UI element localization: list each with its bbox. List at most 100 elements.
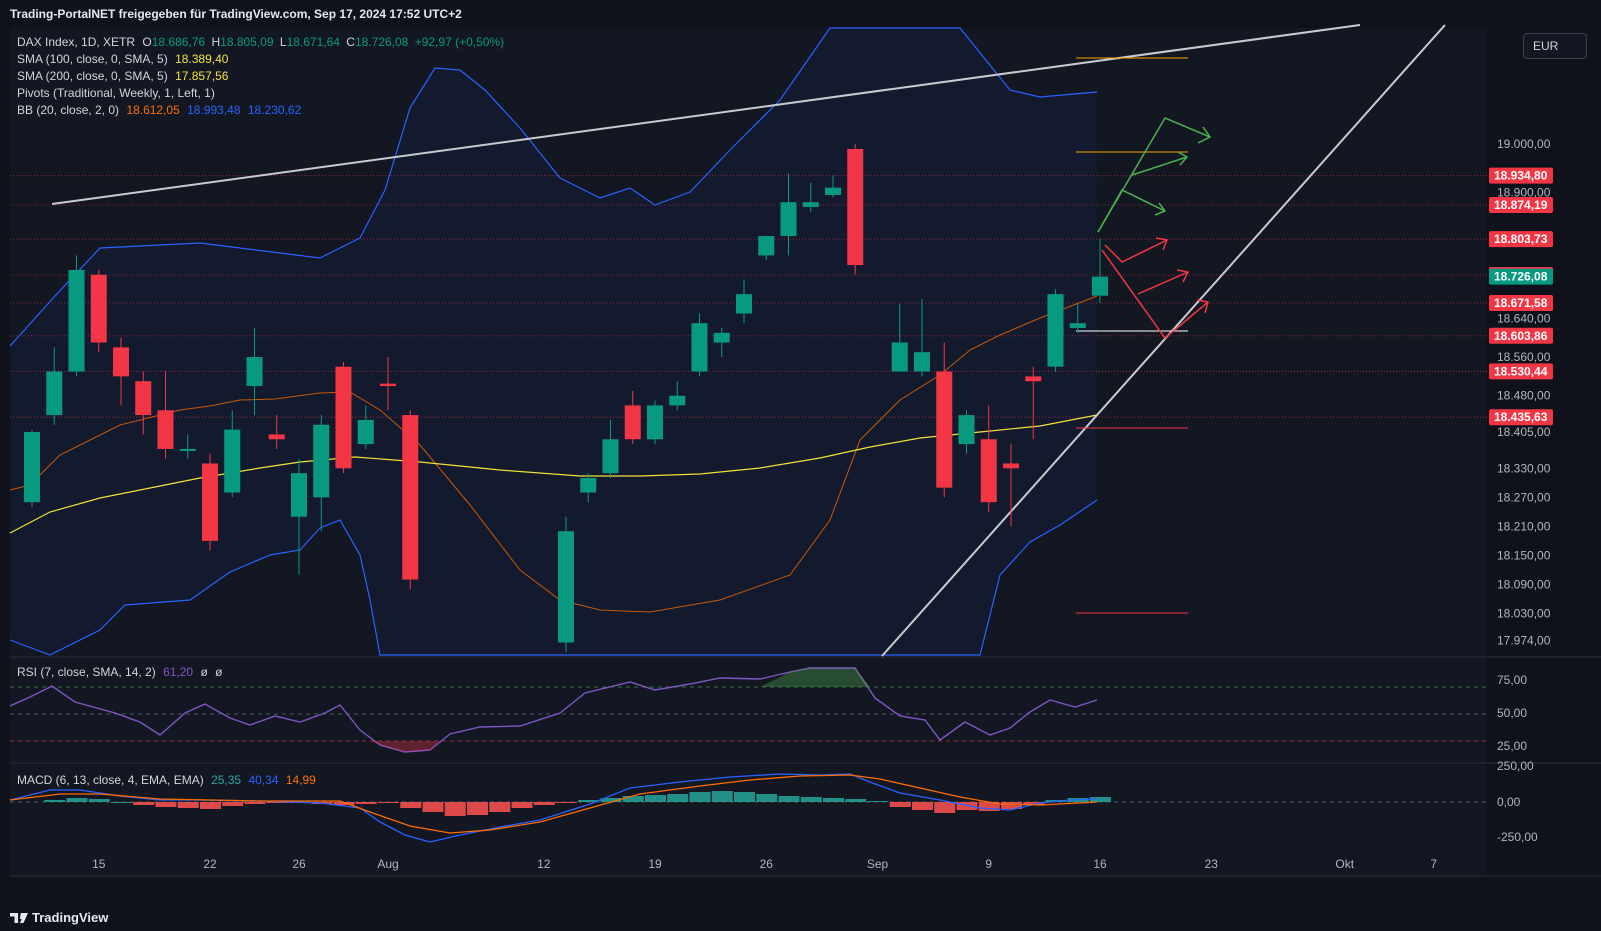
legend-main[interactable]: DAX Index, 1D, XETR O18.686,76 H18.805,0… [17, 34, 504, 51]
legend-bb[interactable]: BB (20, close, 2, 0) 18.612,05 18.993,48… [17, 102, 504, 119]
legend-sma200[interactable]: SMA (200, close, 0, SMA, 5) 17.857,56 [17, 68, 504, 85]
legend-sma100-label: SMA (100, close, 0, SMA, 5) [17, 52, 168, 66]
macd-histogram-bar [867, 801, 889, 802]
macd-histogram-bar [400, 802, 422, 808]
rsi-extra-2: ø [215, 665, 223, 679]
macd-histogram-bar [600, 798, 622, 802]
macd-line-value: 40,34 [248, 773, 279, 787]
rsi-label: RSI (7, close, SMA, 14, 2) [17, 665, 156, 679]
macd-histogram-bar [44, 800, 66, 802]
legend-sma200-value: 17.857,56 [175, 69, 229, 83]
x-tick-label: 15 [92, 857, 106, 871]
legend-h-label: H [211, 35, 221, 49]
y-tick-label: 18.560,00 [1497, 350, 1551, 364]
indicator-tick-label: -250,00 [1497, 830, 1538, 844]
x-tick-label: Sep [867, 857, 889, 871]
candle-body [669, 395, 686, 406]
lower-trendline [881, 24, 1446, 657]
macd-histogram-bar [467, 802, 488, 815]
bb-upper-line [9, 27, 1098, 347]
y-tick-label: 17.974,00 [1497, 634, 1551, 648]
legend-sma100[interactable]: SMA (100, close, 0, SMA, 5) 18.389,40 [17, 51, 504, 68]
macd-histogram-bar [689, 792, 711, 802]
price-label-badge [1489, 167, 1553, 184]
candle-body [891, 342, 908, 372]
macd-histogram-bar [244, 802, 266, 804]
plot-background [10, 28, 1487, 876]
arrow-head [1176, 269, 1190, 283]
y-tick-label: 18.150,00 [1497, 548, 1551, 562]
macd-histogram-bar [711, 791, 733, 802]
price-label-text: 18.671,58 [1494, 296, 1548, 310]
x-tick-label: 12 [537, 857, 551, 871]
rsi-overbought-fill [760, 668, 870, 687]
legend-pivots-label: Pivots (Traditional, Weekly, 1, Left, 1) [17, 86, 215, 100]
rsi-line [9, 667, 1098, 753]
macd-legend[interactable]: MACD (6, 13, close, 4, EMA, EMA) 25,35 4… [17, 773, 316, 787]
rsi-legend[interactable]: RSI (7, close, SMA, 14, 2) 61,20 ø ø [17, 665, 222, 679]
x-tick-label: 16 [1093, 857, 1107, 871]
macd-histogram-bar [222, 802, 244, 806]
share-header-text: Trading-PortalNET freigegeben für Tradin… [10, 7, 462, 21]
candle-body [647, 405, 663, 440]
candle-body [847, 148, 864, 266]
x-tick-label: 7 [1430, 857, 1437, 871]
x-tick-label: 23 [1205, 857, 1219, 871]
candle-body [914, 352, 930, 372]
bb-lower-line [9, 499, 1098, 656]
price-label-text: 18.934,80 [1494, 169, 1548, 183]
candle-body [291, 473, 307, 517]
macd-histogram-bar [667, 794, 689, 802]
sma-100-line [9, 414, 1098, 534]
macd-histogram-bar [645, 795, 666, 802]
chart-legend: DAX Index, 1D, XETR O18.686,76 H18.805,0… [17, 34, 504, 119]
x-tick-label: 9 [985, 857, 992, 871]
macd-histogram-bar [533, 802, 555, 805]
candle-body [758, 236, 775, 256]
macd-histogram-bar [823, 798, 844, 802]
rsi-oversold-fill [370, 741, 440, 752]
macd-histogram-bar [511, 802, 533, 808]
bb-basis-line [9, 295, 1098, 613]
candle-body [268, 434, 285, 440]
macd-histogram-bar [355, 802, 377, 804]
tradingview-logo-text: TradingView [32, 910, 109, 925]
candle-body [580, 477, 597, 493]
legend-pivots[interactable]: Pivots (Traditional, Weekly, 1, Left, 1) [17, 85, 504, 102]
candle-body [313, 424, 330, 498]
price-label-text: 18.530,44 [1494, 364, 1548, 378]
y-tick-label: 18.030,00 [1497, 606, 1551, 620]
bear-scenario-arrow [1137, 271, 1189, 295]
currency-selector[interactable]: EUR [1523, 33, 1587, 59]
macd-histogram-bar [177, 802, 199, 808]
macd-histogram-bar [422, 802, 444, 812]
macd-histogram-bar [444, 802, 466, 816]
candle-body [202, 463, 218, 541]
arrow-head [1197, 126, 1212, 144]
x-tick-label: 19 [648, 857, 662, 871]
candle-body [224, 429, 241, 493]
tradingview-logo: TradingView [10, 910, 108, 925]
macd-histogram-bar [333, 802, 355, 805]
x-tick-label: 26 [760, 857, 774, 871]
price-label-text: 18.803,73 [1494, 232, 1548, 246]
indicator-tick-label: 75,00 [1497, 673, 1527, 687]
arrow-head [1154, 202, 1167, 216]
legend-change: +92,97 (+0,50%) [414, 35, 505, 49]
x-tick-label: Okt [1335, 857, 1354, 871]
y-tick-label: 18.480,00 [1497, 389, 1551, 403]
macd-histogram-bar [889, 802, 911, 807]
y-tick-label: 18.270,00 [1497, 490, 1551, 504]
candle-body [402, 415, 419, 580]
legend-bb-label: BB (20, close, 2, 0) [17, 103, 120, 117]
price-label-text: 18.435,63 [1494, 410, 1548, 424]
candle-body [24, 432, 40, 503]
price-label-text: 18.874,19 [1494, 198, 1548, 212]
arrow-head [1177, 151, 1189, 166]
bull-scenario-arrow [1097, 189, 1166, 233]
candle-body [602, 439, 619, 474]
candle-body [1003, 463, 1019, 469]
bear-scenario-arrow [1104, 239, 1168, 263]
legend-c-label: C [346, 35, 355, 49]
